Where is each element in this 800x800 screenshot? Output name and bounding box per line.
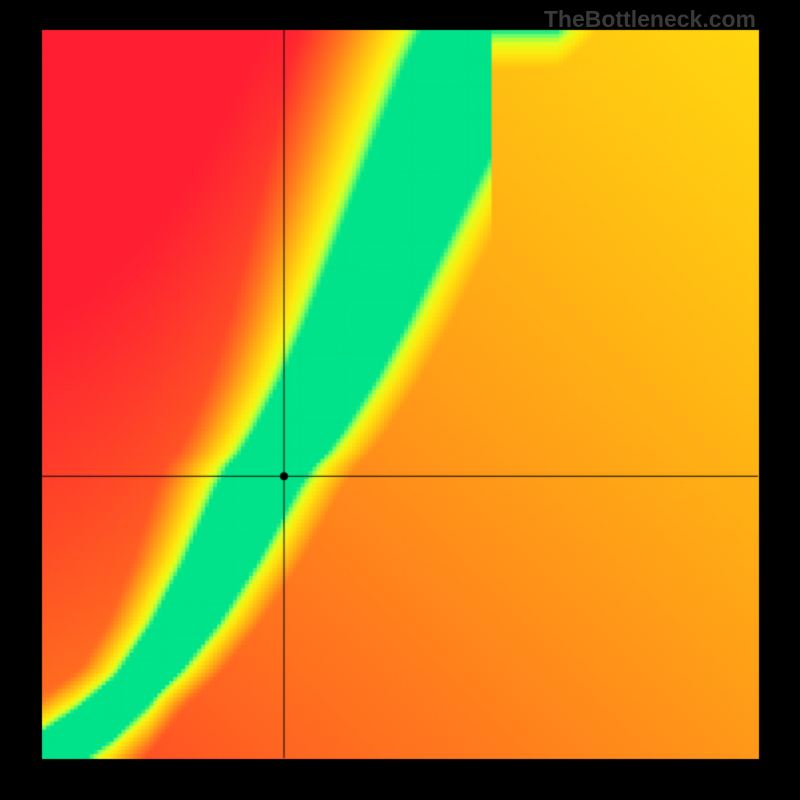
chart-container: TheBottleneck.com: [0, 0, 800, 800]
watermark-text: TheBottleneck.com: [544, 6, 756, 33]
bottleneck-heatmap: [0, 0, 800, 800]
